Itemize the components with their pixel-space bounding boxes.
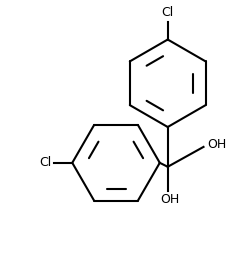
Text: Cl: Cl bbox=[39, 156, 51, 169]
Text: OH: OH bbox=[208, 138, 227, 151]
Text: Cl: Cl bbox=[162, 6, 174, 19]
Text: OH: OH bbox=[160, 193, 179, 206]
